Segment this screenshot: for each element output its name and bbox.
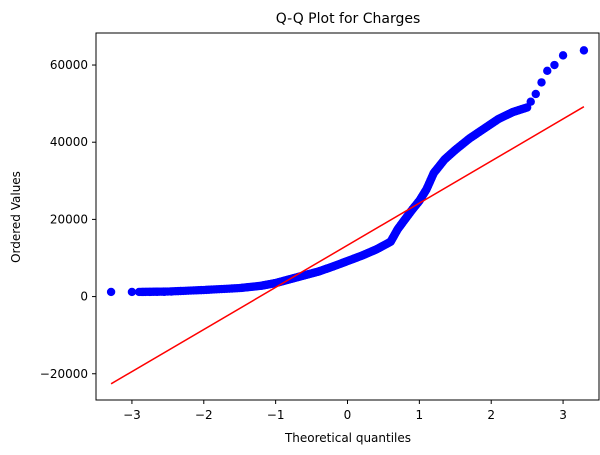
y-tick-label: 20000: [50, 212, 88, 226]
y-axis: −20000 0 20000 40000 60000: [40, 58, 96, 381]
x-tick-label: −1: [267, 408, 285, 422]
data-point: [106, 287, 116, 297]
data-point: [167, 287, 176, 296]
x-tick-label: 2: [487, 408, 495, 422]
data-point: [537, 78, 546, 87]
y-tick-label: 40000: [50, 135, 88, 149]
y-tick-label: −20000: [40, 367, 88, 381]
data-point: [145, 287, 155, 297]
chart-title: Q-Q Plot for Charges: [276, 11, 421, 27]
data-point: [550, 60, 559, 70]
data-point: [531, 89, 540, 99]
y-axis-label: Ordered Values: [9, 171, 23, 263]
fit-line: [110, 106, 585, 385]
data-point: [543, 66, 552, 76]
x-axis: −3 −2 −1 0 1 2 3: [123, 400, 567, 422]
x-tick-label: 0: [344, 408, 352, 422]
y-tick-label: 60000: [50, 58, 88, 72]
data-point: [160, 287, 169, 296]
data-point: [127, 287, 137, 297]
plot-area: [106, 46, 589, 385]
x-tick-label: −2: [195, 408, 213, 422]
data-point: [558, 51, 568, 60]
y-tick-label: 0: [80, 290, 88, 304]
x-axis-label: Theoretical quantiles: [284, 431, 411, 445]
data-point: [526, 97, 535, 106]
data-point: [138, 287, 147, 297]
x-tick-label: −3: [123, 408, 141, 422]
data-point: [579, 46, 589, 55]
x-tick-label: 3: [559, 408, 567, 422]
data-point: [152, 287, 162, 296]
tail-points: [106, 46, 589, 297]
x-tick-label: 1: [416, 408, 424, 422]
